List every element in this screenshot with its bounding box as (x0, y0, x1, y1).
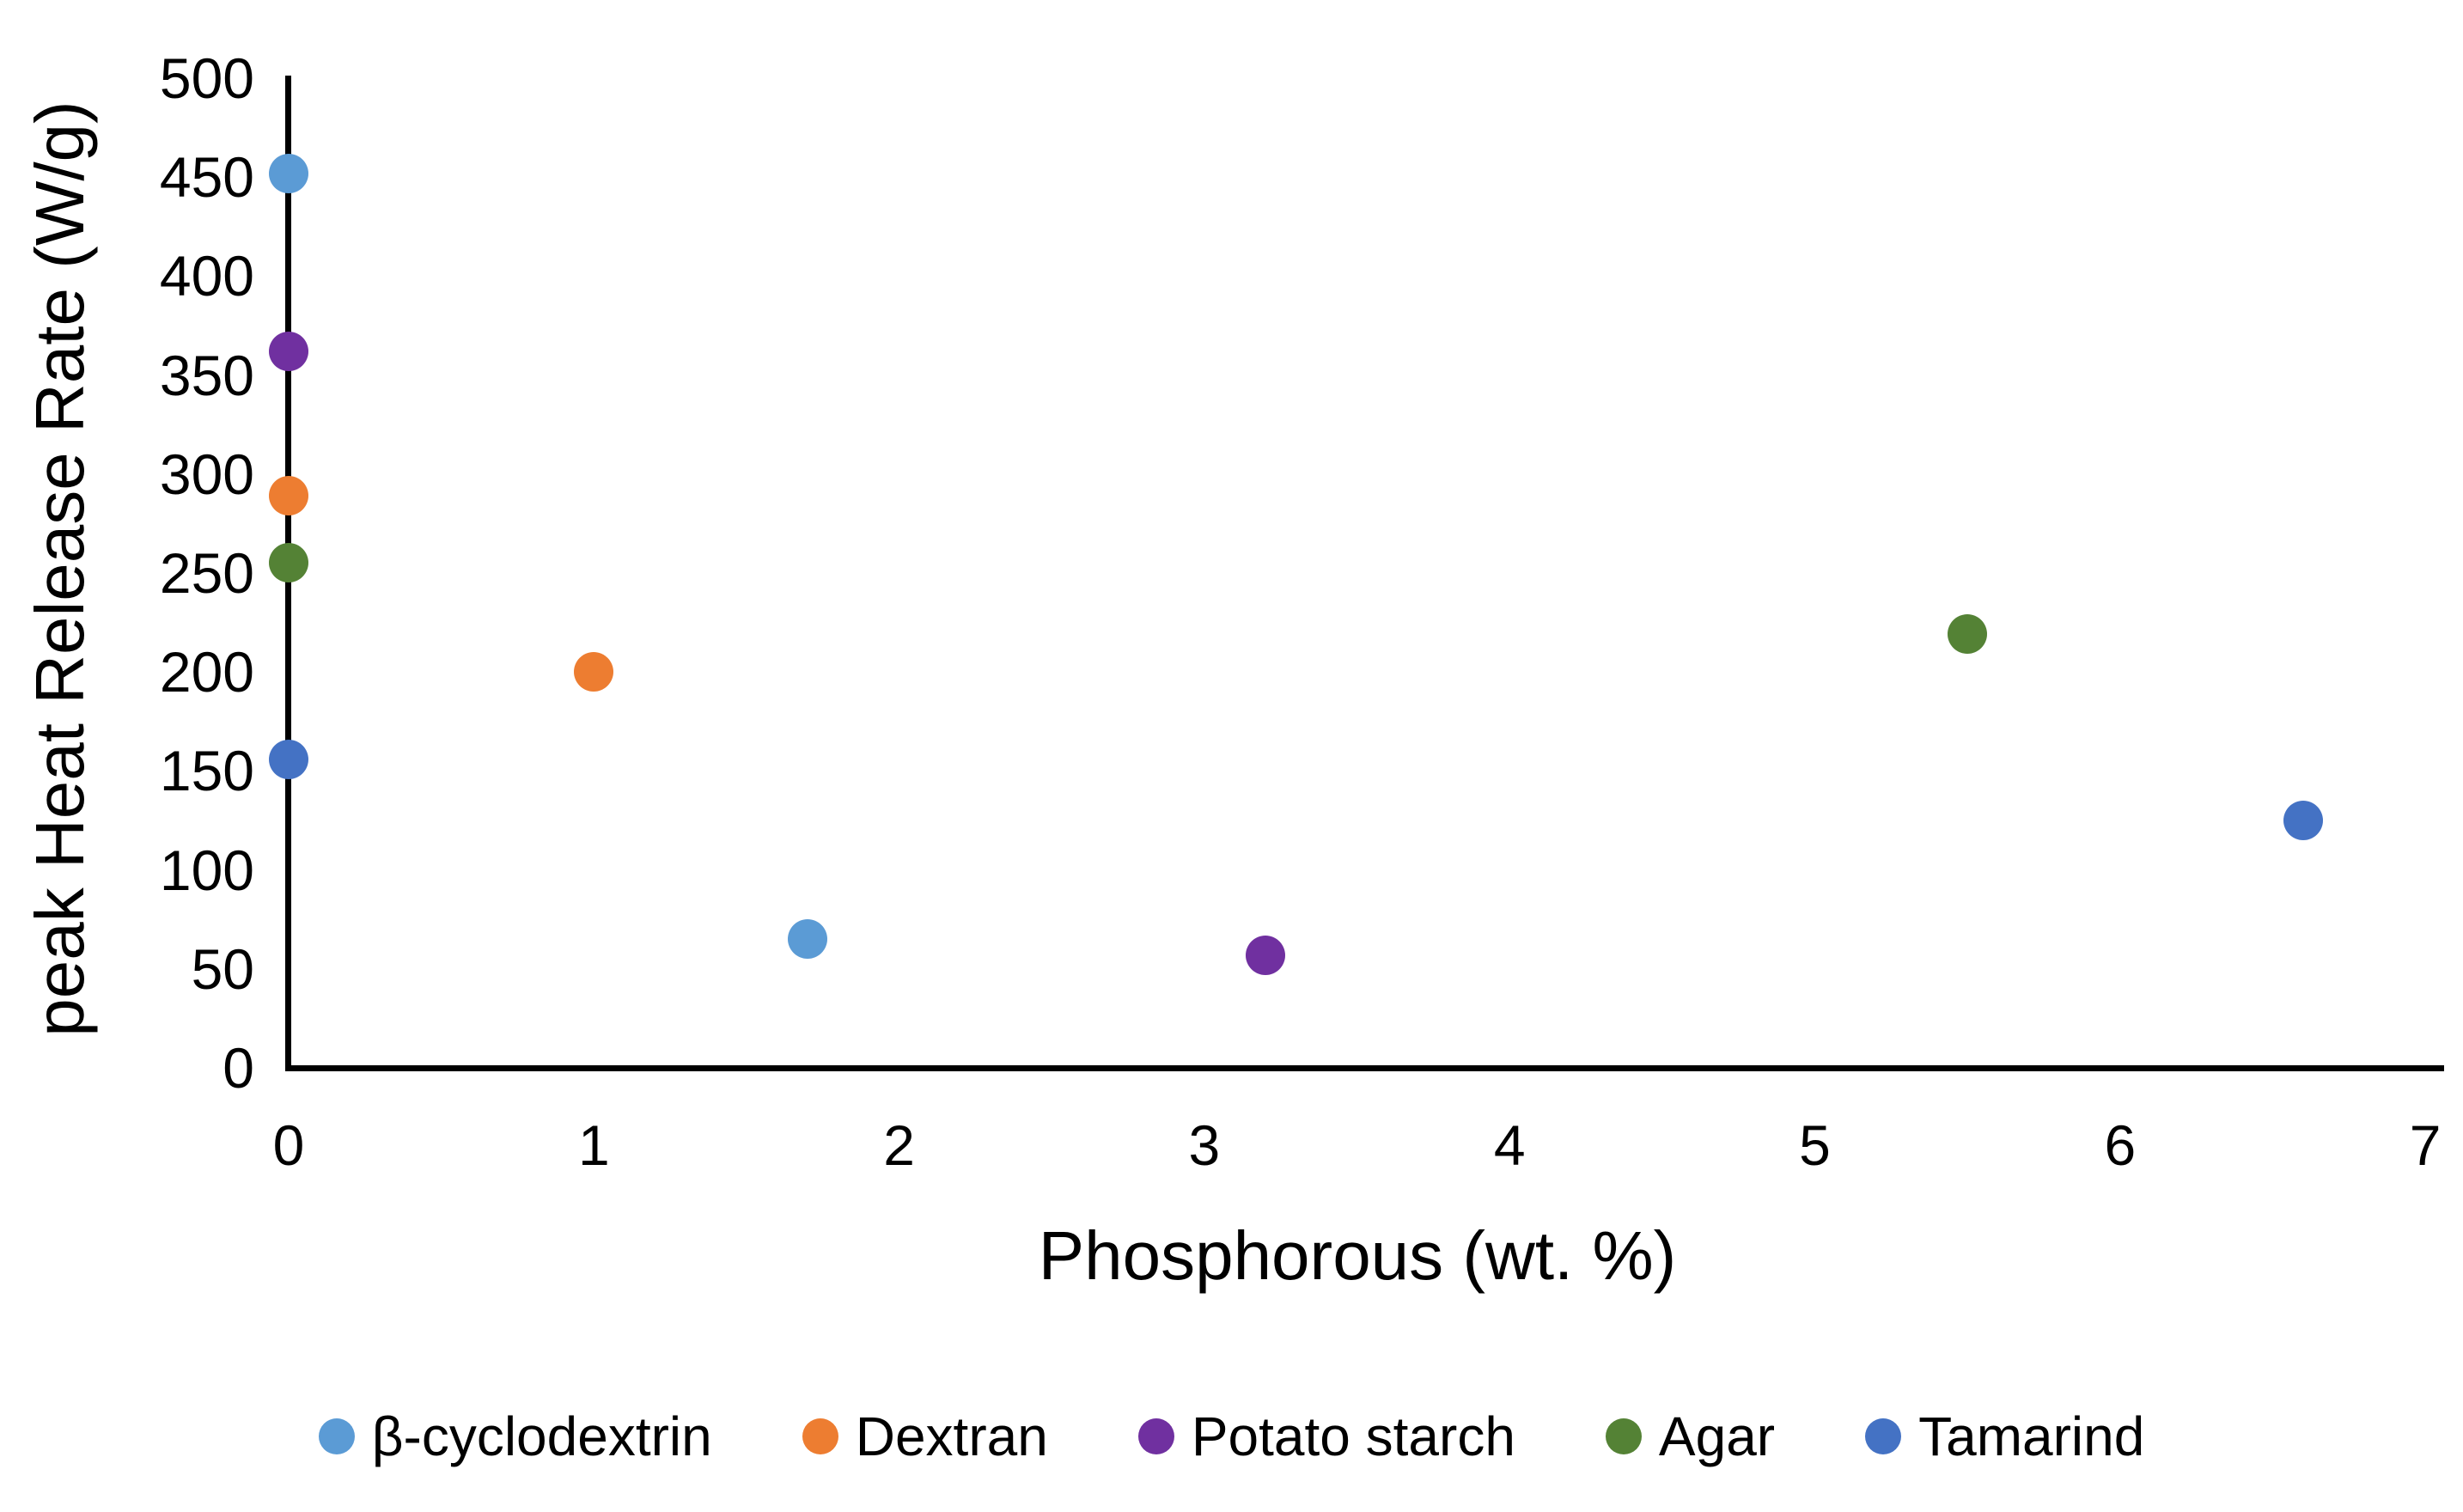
y-axis-title: peak Heat Release Rate (W/g) (21, 101, 98, 1037)
legend-label: Dextran (855, 1405, 1048, 1467)
data-point-β-cyclodextrin (269, 153, 308, 193)
data-point-β-cyclodextrin (788, 919, 827, 960)
data-point-Potato starch (269, 331, 308, 371)
legend-label: Potato starch (1191, 1405, 1515, 1467)
legend-marker-icon (1137, 1418, 1174, 1454)
legend-marker-icon (318, 1418, 355, 1454)
legend-item-β-cyclodextrin: β-cyclodextrin (318, 1405, 712, 1467)
data-point-Agar (1948, 614, 1988, 655)
x-tick-label-6: 6 (2104, 1113, 2137, 1177)
y-tick-label-200: 200 (159, 640, 254, 704)
x-tick-label-7: 7 (2409, 1113, 2442, 1177)
y-tick-label-500: 500 (159, 46, 254, 110)
x-tick-label-5: 5 (1799, 1113, 1831, 1177)
y-tick-label-400: 400 (159, 244, 254, 308)
legend-item-Agar: Agar (1605, 1405, 1776, 1467)
y-tick-label-300: 300 (159, 442, 254, 506)
x-axis-title: Phosphorous (wt. %) (1038, 1217, 1677, 1294)
data-point-Agar (269, 543, 308, 583)
y-tick-label-450: 450 (159, 145, 254, 210)
data-point-Potato starch (1245, 935, 1285, 975)
x-tick-label-3: 3 (1188, 1113, 1221, 1177)
y-tick-label-100: 100 (159, 838, 254, 902)
data-point-Dextran (574, 652, 614, 692)
y-tick-label-150: 150 (159, 739, 254, 803)
y-tick-label-0: 0 (223, 1036, 254, 1100)
x-tick-label-1: 1 (577, 1113, 610, 1177)
x-axis-line (285, 1065, 2444, 1071)
y-tick-label-50: 50 (191, 936, 254, 1001)
y-tick-label-250: 250 (159, 541, 254, 605)
legend-label: β-cyclodextrin (371, 1405, 712, 1467)
x-tick-label-4: 4 (1493, 1113, 1526, 1177)
legend-item-Tamarind: Tamarind (1865, 1405, 2144, 1467)
legend-item-Potato starch: Potato starch (1137, 1405, 1515, 1467)
legend-marker-icon (1865, 1418, 1902, 1454)
data-point-Tamarind (2283, 801, 2323, 840)
x-tick-label-2: 2 (883, 1113, 915, 1177)
legend: β-cyclodextrin Dextran Potato starch Agar Ta… (0, 1405, 2463, 1467)
legend-label: Tamarind (1918, 1405, 2145, 1467)
legend-label: Agar (1658, 1405, 1776, 1467)
legend-item-Dextran: Dextran (802, 1405, 1048, 1467)
legend-marker-icon (1605, 1418, 1642, 1454)
x-tick-label-0: 0 (272, 1113, 305, 1177)
legend-marker-icon (802, 1418, 838, 1454)
y-tick-label-350: 350 (159, 343, 254, 407)
data-point-Dextran (269, 476, 308, 516)
data-point-Tamarind (269, 739, 308, 779)
